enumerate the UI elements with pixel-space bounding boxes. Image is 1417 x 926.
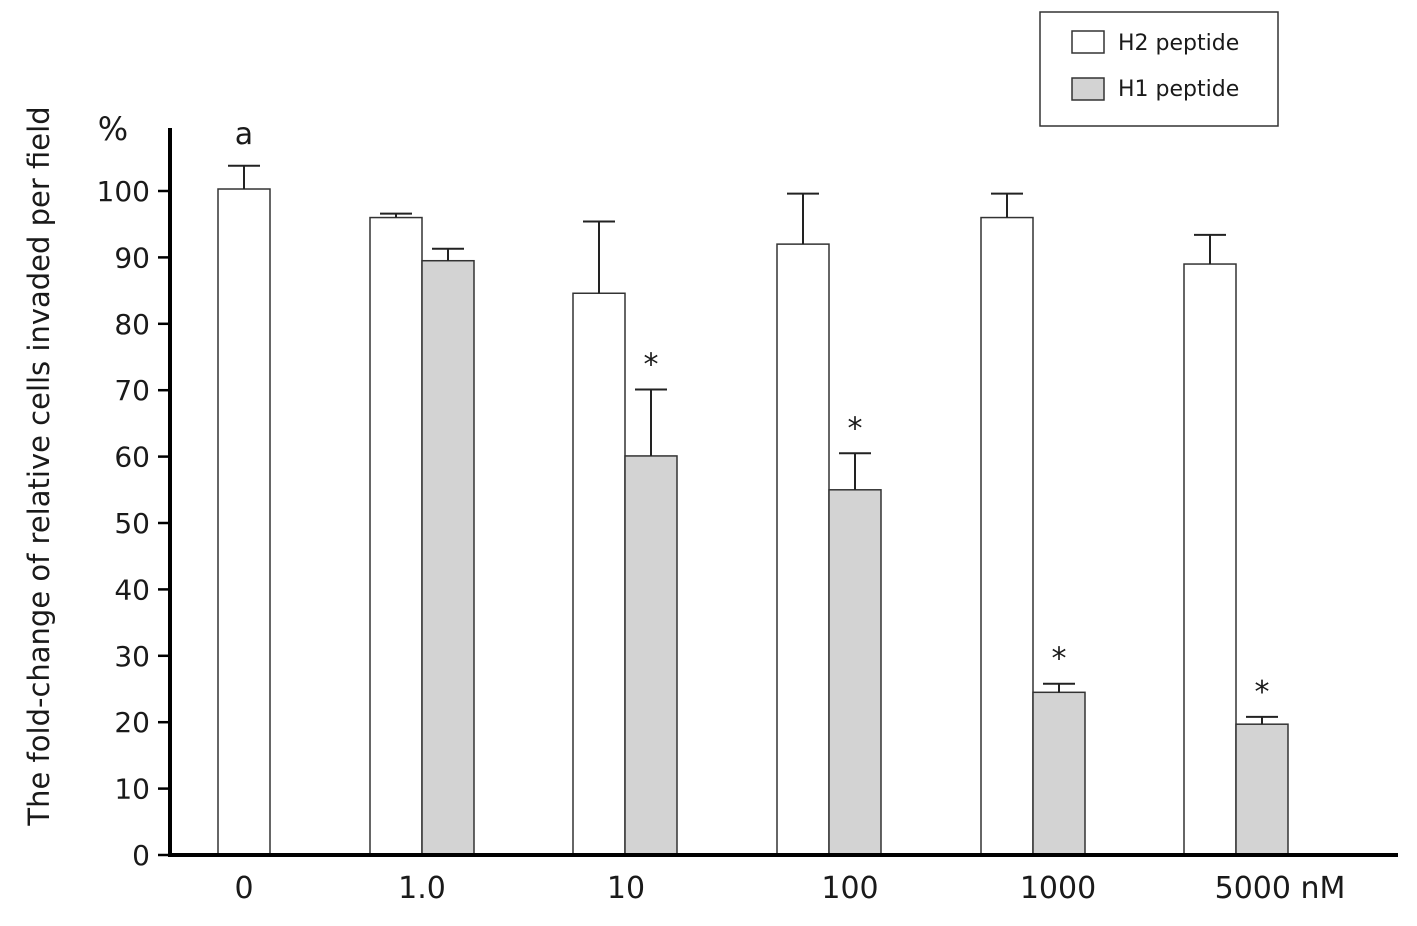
y-tick-label: 10 bbox=[114, 773, 150, 806]
x-category-label: 10 bbox=[607, 871, 645, 906]
x-category-label: 0 bbox=[234, 871, 253, 906]
bar-h2 bbox=[1183, 263, 1237, 856]
x-category-label: 100 bbox=[821, 871, 878, 906]
bar-h1 bbox=[828, 489, 882, 856]
y-tick-label: 100 bbox=[97, 175, 150, 208]
annotations-layer: a * * * * bbox=[235, 117, 1270, 710]
y-tick-label: 20 bbox=[114, 706, 150, 739]
y-axis-label: The fold-change of relative cells invade… bbox=[22, 106, 56, 826]
legend-frame bbox=[1039, 11, 1279, 127]
legend-label-h2: H2 peptide bbox=[1118, 31, 1239, 56]
y-ticks-layer: 0 10 20 30 40 50 60 70 80 90 100 bbox=[97, 175, 170, 872]
significance-asterisk: * bbox=[1255, 675, 1270, 710]
bars-layer bbox=[217, 188, 1289, 856]
x-category-label: 1.0 bbox=[398, 871, 446, 906]
error-bars-layer bbox=[228, 164, 1278, 725]
y-tick-label: 70 bbox=[114, 374, 150, 407]
y-tick-label: 90 bbox=[114, 241, 150, 274]
legend-swatch-h2 bbox=[1071, 30, 1105, 54]
significance-asterisk: * bbox=[644, 348, 659, 383]
y-tick-label: 80 bbox=[114, 308, 150, 341]
x-categories-layer: 0 1.0 10 100 1000 5000 nM bbox=[234, 871, 1345, 906]
bar-h2 bbox=[217, 188, 271, 856]
bar-h2 bbox=[572, 292, 626, 856]
bar-h2 bbox=[369, 216, 423, 856]
bar-h2 bbox=[980, 216, 1034, 856]
group-letter-annotation: a bbox=[235, 117, 253, 152]
x-category-label: 5000 nM bbox=[1215, 871, 1346, 906]
bar-h1 bbox=[1235, 723, 1289, 856]
bar-h1 bbox=[1032, 691, 1086, 856]
significance-asterisk: * bbox=[848, 411, 863, 446]
legend: H2 peptide H1 peptide bbox=[1039, 11, 1279, 127]
bar-h2 bbox=[776, 243, 830, 856]
y-tick-label: 60 bbox=[114, 441, 150, 474]
y-axis-title-group: The fold-change of relative cells invade… bbox=[22, 106, 56, 826]
y-tick-label: 30 bbox=[114, 640, 150, 673]
axes-layer bbox=[168, 128, 1398, 857]
legend-label-h1: H1 peptide bbox=[1118, 77, 1239, 102]
legend-swatch-h1 bbox=[1071, 77, 1105, 101]
x-category-label: 1000 bbox=[1020, 871, 1096, 906]
y-tick-label: 50 bbox=[114, 507, 150, 540]
y-axis-unit: % bbox=[98, 110, 128, 148]
bar-h1 bbox=[624, 455, 678, 856]
y-tick-label: 0 bbox=[132, 839, 150, 872]
bar-h1 bbox=[421, 259, 475, 856]
significance-asterisk: * bbox=[1052, 642, 1067, 677]
y-tick-label: 40 bbox=[114, 573, 150, 606]
